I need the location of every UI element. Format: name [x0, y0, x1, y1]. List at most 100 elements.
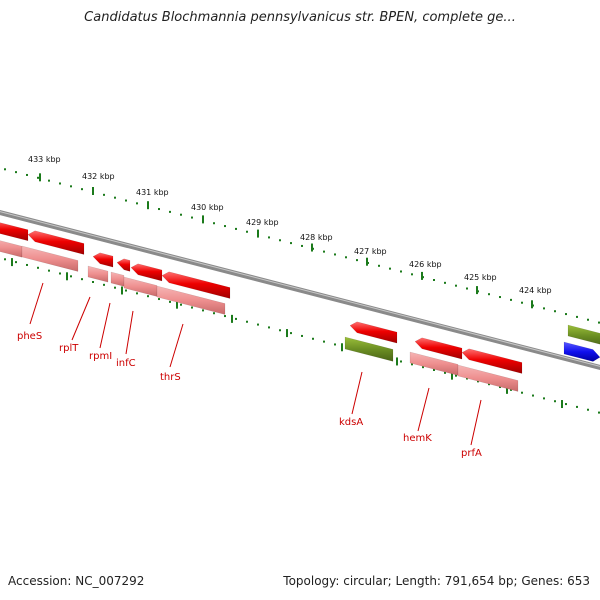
cds-shadow [87, 265, 109, 283]
scale-dot [246, 230, 248, 233]
scale-dot [587, 318, 589, 321]
scale-labels: 433 kbp 432 kbp 431 kbp 430 kbp 429 kbp 428 k… [28, 155, 552, 295]
lower-dotted-scale [4, 258, 600, 414]
scale-dot [565, 313, 567, 316]
cds-shadow [110, 271, 125, 287]
scale-dot [521, 391, 523, 394]
scale-dot [213, 312, 215, 315]
scale-dot [191, 216, 193, 219]
gene-feature-rplT [92, 252, 114, 268]
scale-dot [301, 334, 303, 337]
scale-dot [191, 306, 193, 309]
scale-ticks [4, 168, 600, 414]
leader-line [351, 371, 363, 415]
gene-label[interactable]: hemK [403, 433, 432, 444]
scale-dot [125, 289, 127, 292]
scale-dot [554, 400, 556, 403]
scale-dot [290, 242, 292, 245]
label-leaders [29, 282, 482, 446]
kbp-label: 425 kbp [464, 273, 497, 282]
cds-shadow-edge [0, 240, 23, 258]
scale-dot [554, 310, 556, 313]
scale-dot [279, 329, 281, 332]
scale-dot [444, 371, 446, 374]
scale-dot [389, 267, 391, 270]
scale-dot [598, 321, 600, 324]
scale-dot [521, 301, 523, 304]
scale-dot [499, 386, 501, 389]
scale-dot [334, 343, 336, 346]
scale-dot [598, 411, 600, 414]
gene-label[interactable]: prfA [461, 448, 482, 459]
kbp-label: 428 kbp [300, 233, 333, 242]
kbp-label: 430 kbp [191, 203, 224, 212]
gene-label[interactable]: thrS [160, 372, 181, 383]
scale-dot [169, 300, 171, 303]
scale-dot [356, 259, 358, 262]
scale-dot [543, 307, 545, 310]
scale-dot [499, 296, 501, 299]
scale-dot [48, 269, 50, 272]
gene-label[interactable]: rpmI [89, 351, 112, 362]
scale-dot [312, 337, 314, 340]
feature-olive-edge [567, 324, 600, 345]
scale-dot [246, 320, 248, 323]
sequence-backbone [0, 209, 600, 371]
scale-dot [147, 295, 149, 298]
gene-label[interactable]: infC [116, 358, 136, 369]
scale-dot [92, 281, 94, 283]
scale-dot [114, 196, 116, 199]
leader-line [125, 310, 134, 355]
scale-dot [202, 309, 204, 312]
scale-dot [158, 208, 160, 211]
scale-dot [103, 283, 105, 286]
leader-line [417, 387, 430, 432]
leader-line [99, 302, 111, 349]
scale-dot [136, 292, 138, 295]
scale-dot [169, 210, 171, 213]
scale-dot [334, 253, 336, 256]
scale-dot [587, 408, 589, 411]
gene-label[interactable]: pheS [17, 331, 42, 342]
kbp-label: 429 kbp [246, 218, 279, 227]
scale-dot [224, 225, 226, 228]
scale-dot [488, 383, 490, 386]
scale-dot [70, 275, 72, 278]
gene-feature-prfA [461, 348, 523, 374]
scale-dot [15, 261, 17, 264]
scale-dot [433, 279, 435, 281]
kbp-label: 427 kbp [354, 247, 387, 256]
scale-dot [268, 326, 270, 329]
scale-dot [37, 266, 39, 269]
scale-dot [4, 168, 6, 171]
scale-dot [477, 380, 479, 383]
scale-dot [125, 199, 127, 202]
scale-dot [488, 293, 490, 296]
scale-dot [59, 272, 61, 275]
scale-dot [444, 281, 446, 284]
feature-blue [563, 341, 600, 362]
cds-shadow [457, 364, 519, 392]
gene-label[interactable]: rplT [59, 343, 79, 354]
scale-dot [510, 388, 512, 391]
scale-dot [378, 264, 380, 267]
accession-label: Accession: NC_007292 [8, 574, 145, 588]
scale-dot [510, 298, 512, 301]
scale-dot [26, 263, 28, 266]
kbp-label: 424 kbp [519, 286, 552, 295]
scale-dot [466, 287, 468, 290]
gene-label[interactable]: kdsA [339, 417, 363, 428]
scale-dot [422, 366, 424, 369]
scale-dot [235, 317, 237, 320]
leader-line [29, 282, 44, 325]
cds-shadow [123, 276, 158, 297]
scale-dot [136, 202, 138, 205]
scale-dot [433, 369, 435, 371]
scale-dot [81, 278, 83, 281]
scale-dot [180, 303, 182, 306]
gene-feature-thrS [161, 271, 231, 299]
scale-dot [70, 185, 72, 188]
scale-dot [290, 332, 292, 335]
scale-dot [323, 250, 325, 253]
